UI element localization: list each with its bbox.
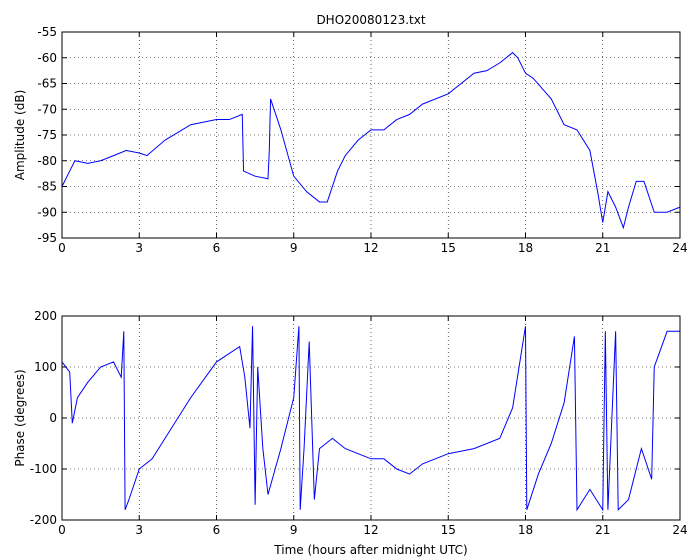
x-tick-label: 15 [441,241,456,255]
y-tick-label: -95 [37,231,57,245]
y-tick-label: -80 [37,154,57,168]
x-tick-label: 24 [672,523,687,537]
x-tick-label: 3 [135,241,143,255]
x-axis-label: Time (hours after midnight UTC) [273,543,467,557]
y-tick-label: -60 [37,51,57,65]
chart-title: DHO20080123.txt [316,13,425,27]
data-line [61,326,680,512]
y-tick-label: 200 [34,309,57,323]
data-line [61,51,681,230]
x-tick-label: 21 [595,241,610,255]
x-tick-label: 21 [595,523,610,537]
y-tick-label: -85 [37,180,57,194]
y-tick-label: -200 [30,513,57,527]
y-tick-label: -65 [37,77,57,91]
x-tick-label: 12 [363,241,378,255]
x-tick-label: 0 [58,241,66,255]
y-tick-label: 0 [49,411,57,425]
x-tick-label: 0 [58,523,66,537]
y-tick-label: -55 [37,25,57,39]
x-tick-label: 24 [672,241,687,255]
y-axis-label: Phase (degrees) [13,369,27,466]
y-tick-label: -90 [37,205,57,219]
y-tick-label: 100 [34,360,57,374]
x-tick-label: 15 [441,523,456,537]
axes-frame [61,315,681,521]
x-tick-label: 9 [290,241,298,255]
x-tick-label: 9 [290,523,298,537]
y-tick-label: -70 [37,102,57,116]
y-tick-label: -75 [37,128,57,142]
x-tick-label: 18 [518,241,533,255]
axes-frame [61,31,681,239]
x-tick-label: 18 [518,523,533,537]
x-tick-label: 6 [213,241,221,255]
x-tick-label: 12 [363,523,378,537]
x-tick-label: 6 [213,523,221,537]
y-axis-label: Amplitude (dB) [13,90,27,181]
x-tick-label: 3 [135,523,143,537]
y-tick-label: -100 [30,462,57,476]
